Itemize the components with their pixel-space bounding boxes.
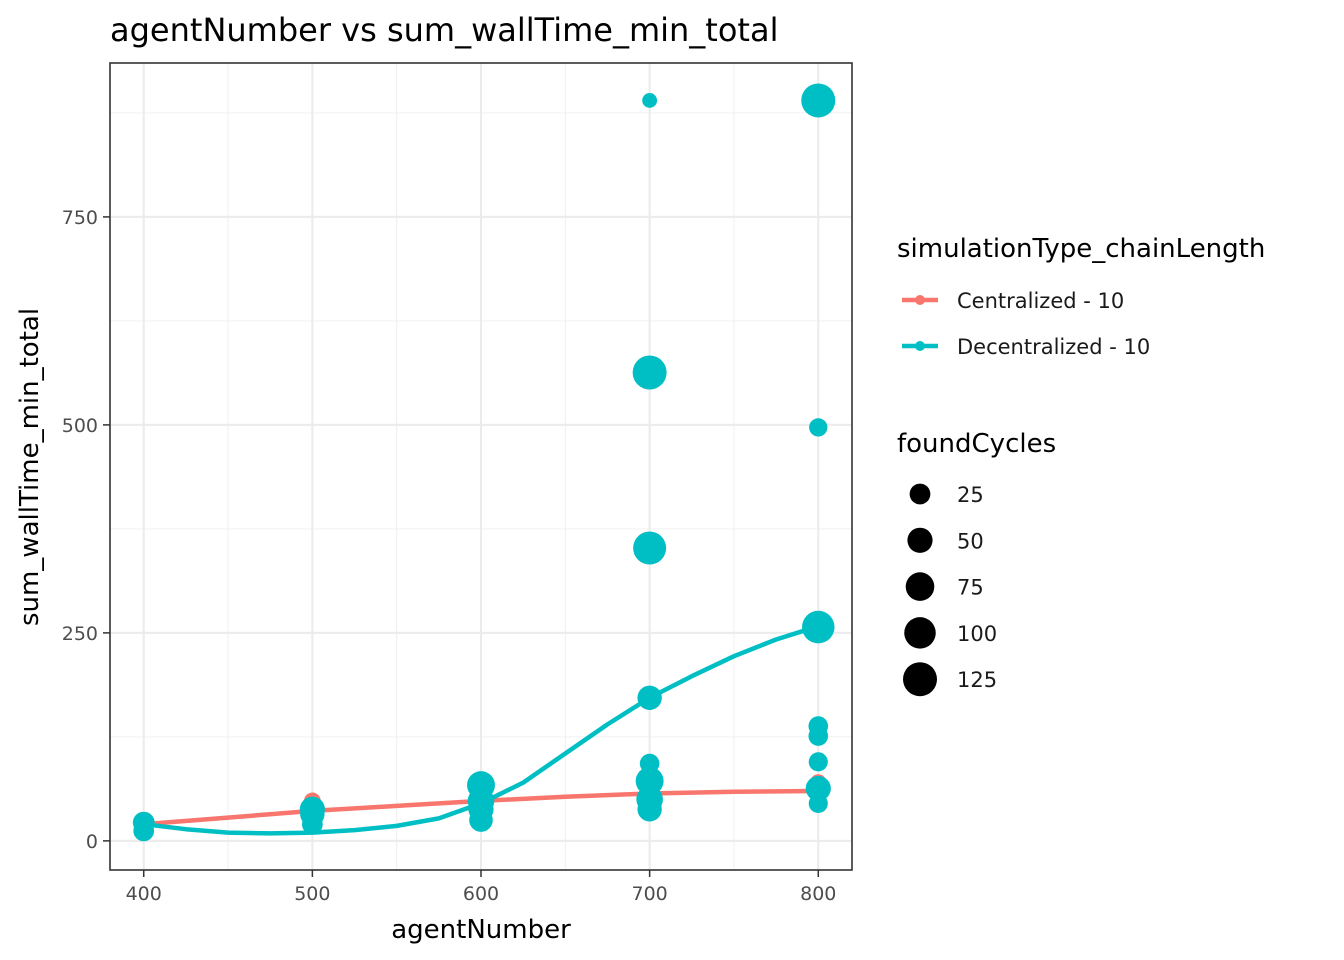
x-tick-label: 400 — [126, 883, 162, 905]
color-legend-keys: Centralized - 10 Decentralized - 10 — [902, 289, 1150, 359]
size-legend-keys: 25 50 75 100 125 — [903, 483, 997, 697]
chart-title: agentNumber vs sum_wallTime_min_total — [110, 11, 778, 49]
data-point — [301, 813, 323, 835]
x-tick-label: 600 — [463, 883, 499, 905]
x-axis-ticks: 400 500 600 700 800 — [126, 870, 836, 905]
size-legend-key — [909, 483, 931, 505]
data-point — [642, 93, 658, 108]
size-legend-label: 125 — [957, 668, 997, 692]
data-point — [805, 775, 831, 802]
data-point — [809, 418, 828, 437]
y-tick-label: 0 — [86, 831, 98, 853]
legend-label: Decentralized - 10 — [957, 335, 1150, 359]
y-axis-title: sum_wallTime_min_total — [15, 308, 45, 626]
size-legend-label: 100 — [957, 622, 997, 646]
legend: simulationType_chainLength Centralized -… — [897, 234, 1265, 697]
x-tick-label: 500 — [294, 883, 330, 905]
y-axis-ticks: 0 250 500 750 — [62, 207, 110, 853]
data-point — [632, 355, 667, 390]
y-tick-label: 750 — [62, 207, 98, 229]
x-tick-label: 800 — [800, 883, 836, 905]
data-points — [132, 83, 836, 842]
data-point — [637, 797, 662, 822]
data-point — [637, 685, 662, 710]
size-legend-key — [907, 527, 933, 553]
legend-key-point — [915, 295, 925, 305]
data-point — [808, 793, 828, 813]
y-tick-label: 500 — [62, 415, 98, 437]
size-legend-label: 50 — [957, 529, 984, 553]
x-axis-title: agentNumber — [391, 915, 571, 945]
data-point — [801, 83, 836, 118]
data-point — [469, 808, 493, 832]
data-point — [808, 726, 829, 746]
size-legend-key — [905, 572, 935, 601]
size-legend-key — [904, 617, 936, 649]
size-legend-title: foundCycles — [897, 429, 1056, 459]
data-point — [808, 752, 828, 772]
data-point — [633, 531, 667, 565]
size-legend-label: 25 — [957, 483, 984, 507]
legend-key-point — [915, 341, 925, 351]
y-tick-label: 250 — [62, 623, 98, 645]
size-legend-key — [903, 662, 937, 697]
size-legend-label: 75 — [957, 576, 984, 600]
x-tick-label: 700 — [632, 883, 668, 905]
data-point — [802, 610, 835, 644]
data-point — [133, 820, 155, 842]
legend-label: Centralized - 10 — [957, 289, 1124, 313]
color-legend-title: simulationType_chainLength — [897, 234, 1265, 264]
